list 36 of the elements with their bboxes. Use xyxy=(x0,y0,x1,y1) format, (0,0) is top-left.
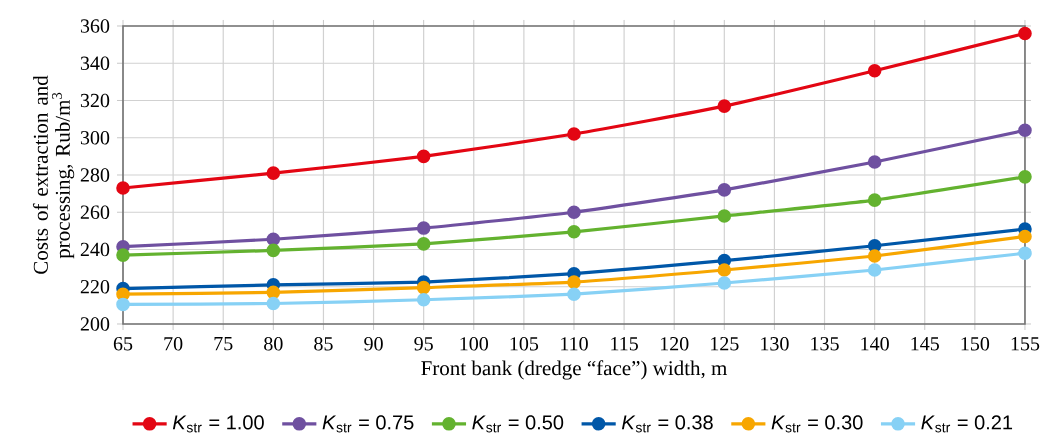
x-tick-label: 155 xyxy=(1011,337,1040,351)
y-tick-label: 220 xyxy=(80,279,110,294)
x-tick-label: 110 xyxy=(561,337,588,351)
y-tick-label: 260 xyxy=(80,205,110,219)
x-tick-label: 95 xyxy=(414,337,433,351)
x-tick-label: 85 xyxy=(314,337,333,351)
y-tick-label: 360 xyxy=(80,19,110,33)
y-tick-label: 280 xyxy=(80,168,110,182)
y-tick-label: 320 xyxy=(80,93,110,108)
y-axis-title: Costs of extraction and processing, Rub/m$^{3}$ xyxy=(32,75,75,274)
y-tick-label: 200 xyxy=(80,317,110,331)
legend-label: K$_{str}$ = 0.21 xyxy=(921,415,1013,433)
x-tick-label: 130 xyxy=(761,337,789,351)
legend-label: K$_{str}$ = 0.50 xyxy=(472,415,564,433)
x-tick-label: 125 xyxy=(711,337,739,351)
x-tick-label: 145 xyxy=(911,337,939,351)
legend-label: K$_{str}$ = 0.38 xyxy=(621,415,713,433)
x-axis-title: Front bank (dredge “face”) width, m xyxy=(421,360,728,380)
x-tick-label: 100 xyxy=(460,337,489,351)
x-tick-label: 80 xyxy=(264,337,283,351)
legend-label: K$_{str}$ = 0.75 xyxy=(322,415,414,433)
x-tick-label: 120 xyxy=(660,337,689,351)
x-tick-label: 75 xyxy=(214,337,233,351)
y-tick-label: 300 xyxy=(80,131,110,145)
x-tick-label: 70 xyxy=(164,337,183,351)
x-tick-label: 90 xyxy=(364,337,383,351)
legend-label: K$_{str}$ = 0.30 xyxy=(771,415,863,433)
x-tick-label: 105 xyxy=(510,337,539,351)
x-tick-label: 140 xyxy=(861,337,889,351)
legend-label: K$_{str}$ = 1.00 xyxy=(172,415,264,433)
y-tick-label: 240 xyxy=(80,242,110,257)
x-tick-label: 135 xyxy=(811,337,839,351)
y-tick-label: 340 xyxy=(80,56,110,70)
x-tick-label: 65 xyxy=(113,337,133,351)
x-tick-label: 115 xyxy=(611,337,638,351)
x-tick-label: 150 xyxy=(961,337,990,351)
